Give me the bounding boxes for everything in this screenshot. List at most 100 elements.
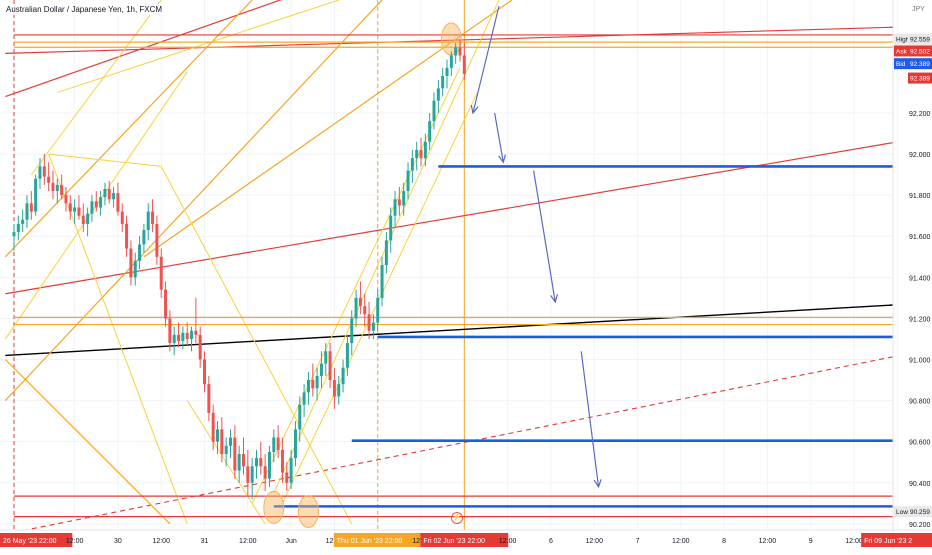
candle-body bbox=[367, 314, 371, 331]
trend-line bbox=[5, 26, 893, 55]
candle-body bbox=[376, 297, 380, 323]
candle-body bbox=[363, 306, 367, 315]
candle-body bbox=[185, 332, 189, 339]
candle-body bbox=[454, 47, 458, 56]
chart-title: Australian Dollar / Japanese Yen, 1h, FX… bbox=[4, 4, 165, 15]
price-label-value-box bbox=[908, 72, 932, 84]
candle-body bbox=[280, 449, 284, 473]
candle-body bbox=[267, 451, 271, 479]
price-tick-label: 91.600 bbox=[909, 234, 931, 241]
candle-body bbox=[462, 55, 466, 74]
price-tick-label: 90.800 bbox=[909, 399, 931, 406]
candle-body bbox=[436, 88, 440, 101]
trend-line bbox=[4, 0, 383, 401]
candle-body bbox=[25, 203, 29, 220]
price-tick-label: 92.000 bbox=[909, 152, 931, 159]
candle-body bbox=[16, 223, 20, 233]
time-tick-label: 12:00 bbox=[66, 538, 84, 545]
candle-body bbox=[220, 429, 224, 454]
candle-body bbox=[86, 213, 90, 224]
candle-body bbox=[432, 100, 436, 122]
price-tick-label: 91.200 bbox=[909, 316, 931, 323]
trend-line bbox=[4, 0, 253, 258]
candle-body bbox=[164, 289, 168, 319]
candle-body bbox=[112, 193, 116, 200]
candle-body bbox=[177, 334, 181, 342]
candle-body bbox=[315, 375, 319, 389]
price-label-value: 92.389 bbox=[910, 76, 930, 83]
price-label-value: 92.559 bbox=[910, 37, 930, 44]
candle-body bbox=[99, 197, 103, 208]
time-tick-label: 6 bbox=[549, 538, 553, 545]
trend-line bbox=[48, 153, 162, 167]
drawing-overlays bbox=[4, 0, 893, 530]
time-tick-label: 8 bbox=[722, 538, 726, 545]
time-tick-label: 31 bbox=[201, 538, 209, 545]
candle-body bbox=[371, 322, 375, 331]
candle-body bbox=[34, 178, 38, 212]
candle-body bbox=[358, 297, 362, 307]
price-label-value-box bbox=[908, 58, 932, 70]
candle-body bbox=[306, 380, 310, 393]
price-label-value-box bbox=[908, 45, 932, 57]
candle-body bbox=[38, 166, 42, 179]
candle-body bbox=[12, 232, 16, 237]
candle-body bbox=[410, 158, 414, 171]
candle-body bbox=[194, 330, 198, 335]
candle-body bbox=[172, 334, 176, 344]
candle-body bbox=[125, 223, 129, 249]
trend-line bbox=[23, 356, 893, 530]
forecast-arrow-head bbox=[550, 294, 559, 304]
candle-body bbox=[233, 437, 237, 471]
time-tick-label: 26 May '23 22:00 bbox=[3, 538, 57, 545]
time-tick-label: 12:00 bbox=[845, 538, 863, 545]
price-label-tag bbox=[894, 506, 908, 518]
candle-body bbox=[73, 207, 77, 212]
candle-body bbox=[458, 47, 462, 56]
price-tick-label: 90.400 bbox=[909, 481, 931, 488]
price-tick-label: 91.000 bbox=[909, 357, 931, 364]
time-marker-background bbox=[861, 533, 932, 547]
forecast-arrow bbox=[580, 351, 600, 487]
price-tick-label: 92.200 bbox=[909, 111, 931, 118]
currency-label: JPY bbox=[912, 6, 925, 13]
trend-line bbox=[5, 142, 893, 295]
candle-body bbox=[138, 244, 142, 261]
candle-body bbox=[285, 472, 289, 483]
candle-body bbox=[64, 195, 68, 204]
candle-body bbox=[380, 265, 384, 298]
time-marker-background bbox=[333, 533, 422, 547]
price-label-value-box bbox=[908, 506, 932, 518]
time-tick-label: 12:00 bbox=[499, 538, 517, 545]
lightning-icon[interactable]: ⚡ bbox=[451, 512, 463, 524]
candle-body bbox=[445, 67, 449, 77]
time-tick-label: 12:00 bbox=[585, 538, 603, 545]
price-tick-label: 91.800 bbox=[909, 193, 931, 200]
forecast-arrow bbox=[494, 112, 504, 163]
candle-body bbox=[272, 437, 276, 452]
candle-body bbox=[181, 332, 185, 342]
highlight-circle bbox=[263, 490, 285, 524]
trend-line bbox=[48, 153, 188, 525]
candle-body bbox=[302, 392, 306, 405]
candle-body bbox=[42, 166, 46, 177]
forecast-arrow-head bbox=[470, 105, 479, 115]
forecast-arrow bbox=[533, 170, 556, 303]
candle-body bbox=[441, 76, 445, 89]
candle-body bbox=[237, 453, 241, 471]
candle-body bbox=[107, 188, 111, 200]
candle-body bbox=[94, 201, 98, 208]
price-label-tag bbox=[894, 45, 908, 57]
candle-body bbox=[289, 458, 293, 483]
trend-line bbox=[143, 0, 513, 258]
candle-body bbox=[47, 176, 51, 183]
trend-line bbox=[282, 92, 478, 504]
price-label-name: Ask bbox=[896, 48, 908, 55]
candle-body bbox=[354, 297, 358, 319]
time-tick-label: Thu 01 Jun '23 22:00 bbox=[337, 538, 403, 545]
candle-body bbox=[345, 343, 349, 368]
price-label-value: 90.259 bbox=[910, 509, 930, 516]
